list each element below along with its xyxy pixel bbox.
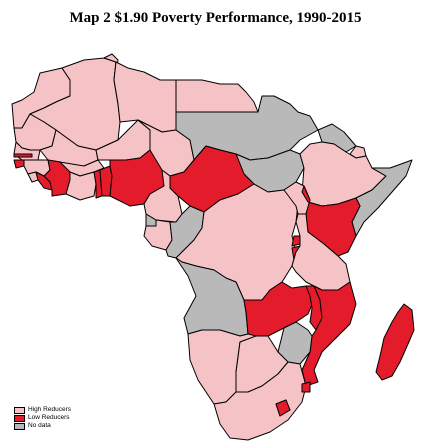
legend-item-high: High Reducers <box>14 406 71 414</box>
legend-label-nodata: No data <box>28 422 51 429</box>
country-lesotho <box>275 399 291 417</box>
legend-swatch-high <box>14 406 25 414</box>
country-swaziland <box>301 381 311 393</box>
legend-label-low: Low Reducers <box>28 414 70 421</box>
country-rwanda <box>291 235 301 247</box>
legend-swatch-low <box>14 414 25 422</box>
legend-swatch-nodata <box>14 422 25 430</box>
country-somalia <box>351 159 413 237</box>
country-libya <box>113 61 177 133</box>
map-title: Map 2 $1.90 Poverty Performance, 1990-20… <box>69 10 362 26</box>
legend-label-high: High Reducers <box>28 406 71 413</box>
country-togo <box>93 169 103 199</box>
country-madagascar <box>375 303 415 381</box>
legend-item-low: Low Reducers <box>14 414 71 422</box>
country-guinea-bissau <box>13 159 25 169</box>
country-ghana <box>65 171 97 201</box>
country-gambia <box>13 153 33 158</box>
map-legend: High Reducers Low Reducers No data <box>14 406 71 430</box>
country-egypt <box>175 79 259 113</box>
legend-item-nodata: No data <box>14 422 71 430</box>
country-mozambique <box>301 281 357 387</box>
